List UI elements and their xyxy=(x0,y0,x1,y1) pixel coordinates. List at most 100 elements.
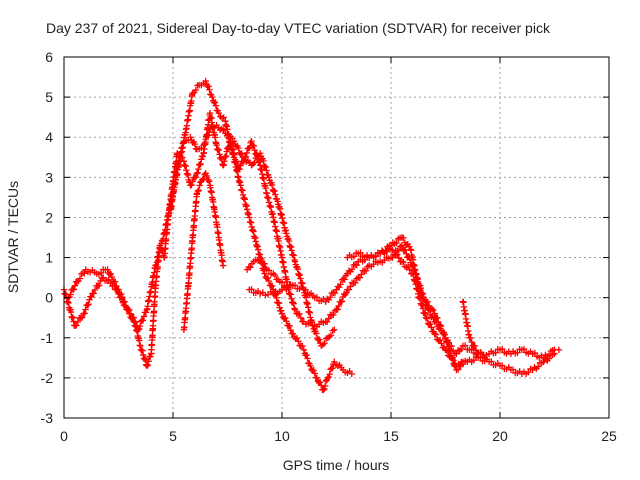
y-tick-label: -3 xyxy=(41,410,54,426)
data-point-dense xyxy=(350,253,358,260)
data-point-dense xyxy=(420,296,428,304)
data-point-dense xyxy=(356,274,364,281)
data-point-dense xyxy=(88,293,95,301)
data-point-dense xyxy=(477,350,484,357)
data-point-dense xyxy=(211,99,219,106)
data-point-dense xyxy=(78,314,86,321)
data-point-dense xyxy=(534,363,542,370)
data-point-dense xyxy=(472,346,480,354)
data-point-dense xyxy=(286,322,293,330)
data-point-dense xyxy=(285,284,292,292)
data-point-dense xyxy=(389,246,396,254)
data-point-dense xyxy=(313,294,321,301)
data-point-dense xyxy=(417,300,424,307)
data-point xyxy=(324,374,331,382)
data-point-dense xyxy=(545,351,553,359)
data-point-dense xyxy=(251,146,258,154)
data-point-dense xyxy=(432,318,440,326)
data-point-dense xyxy=(311,370,318,377)
data-point-dense xyxy=(189,178,196,185)
data-point-dense xyxy=(258,255,265,263)
data-point-dense xyxy=(121,298,129,306)
data-point-dense xyxy=(196,161,204,168)
data-point-dense xyxy=(287,243,295,251)
data-point-dense xyxy=(212,102,220,109)
data-point xyxy=(283,230,290,237)
data-point-dense xyxy=(436,336,444,344)
data-point-dense xyxy=(76,275,84,282)
data-point-dense xyxy=(248,286,255,293)
data-point xyxy=(278,310,286,317)
data-point-dense xyxy=(192,86,200,94)
data-point-dense xyxy=(425,306,433,314)
series-2 xyxy=(167,121,338,349)
data-point-dense xyxy=(250,142,258,150)
data-point-dense xyxy=(531,349,539,357)
data-point xyxy=(291,258,299,265)
data-point-dense xyxy=(108,273,116,281)
data-point xyxy=(230,138,238,145)
data-point-dense xyxy=(509,366,517,373)
y-tick-label: 2 xyxy=(45,209,53,225)
y-tick-label: 1 xyxy=(45,250,53,266)
data-point-dense xyxy=(205,176,212,184)
x-tick-label: 10 xyxy=(274,428,290,444)
data-point-dense xyxy=(467,334,474,342)
data-point-dense xyxy=(191,140,198,148)
data-point-dense xyxy=(520,345,528,353)
data-point-dense xyxy=(329,365,336,372)
x-tick-label: 5 xyxy=(169,428,177,444)
data-point-dense xyxy=(470,356,478,364)
data-point-dense xyxy=(140,351,147,359)
data-point xyxy=(248,138,255,145)
data-point-dense xyxy=(205,129,213,136)
data-point-dense xyxy=(286,242,293,250)
data-point-dense xyxy=(459,361,467,368)
data-point-dense xyxy=(330,311,337,319)
data-point-dense xyxy=(302,286,309,294)
data-point-dense xyxy=(347,283,354,290)
y-tick-label: -1 xyxy=(41,330,54,346)
series-1 xyxy=(65,77,355,394)
data-point-dense xyxy=(271,187,278,195)
data-point-dense xyxy=(295,338,302,345)
data-point xyxy=(398,242,406,249)
data-point-dense xyxy=(125,307,132,314)
data-point-dense xyxy=(265,277,273,285)
data-point-dense xyxy=(488,358,495,365)
data-point xyxy=(143,362,151,370)
data-point-dense xyxy=(449,356,456,363)
data-point-dense xyxy=(251,159,258,166)
data-point-dense xyxy=(105,276,112,284)
data-point xyxy=(291,306,299,313)
y-tick-label: 0 xyxy=(45,290,53,306)
data-point-dense xyxy=(327,332,335,339)
data-point-dense xyxy=(194,169,201,177)
data-point xyxy=(257,150,264,157)
data-point-dense xyxy=(395,247,402,254)
data-point-dense xyxy=(321,382,329,390)
data-point-dense xyxy=(323,318,331,325)
data-point-dense xyxy=(97,269,105,277)
data-point-dense xyxy=(345,286,353,293)
data-point-dense xyxy=(299,280,306,287)
data-point-dense xyxy=(247,264,254,271)
data-point-dense xyxy=(382,247,389,255)
data-point-dense xyxy=(289,299,297,306)
data-point-dense xyxy=(296,271,303,279)
data-point-dense xyxy=(313,330,320,337)
data-point-dense xyxy=(84,301,91,309)
data-point xyxy=(313,374,321,382)
data-point-dense xyxy=(405,243,413,250)
data-point-dense xyxy=(197,160,204,168)
data-point-dense xyxy=(295,270,302,278)
data-point-dense xyxy=(144,361,151,369)
data-point-dense xyxy=(287,326,294,334)
data-point-dense xyxy=(202,138,209,146)
data-point-dense xyxy=(71,282,79,289)
data-point-dense xyxy=(400,234,407,242)
data-point-dense xyxy=(423,315,431,322)
x-tick-label: 20 xyxy=(492,428,508,444)
data-point xyxy=(442,346,449,354)
data-point-dense xyxy=(334,306,341,313)
